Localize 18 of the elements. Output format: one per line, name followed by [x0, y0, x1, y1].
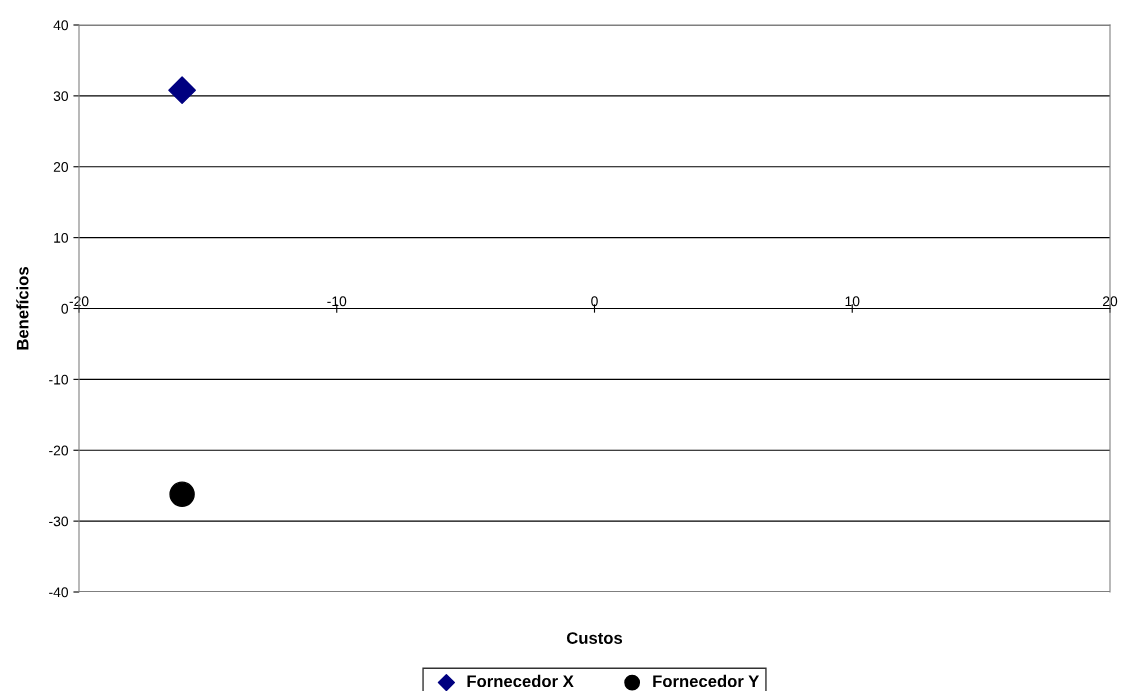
x-tick-label: -10 [327, 296, 347, 307]
y-tick-label: 40 [53, 20, 69, 31]
x-tick-label: 10 [845, 296, 860, 307]
y-tick-label: 20 [53, 162, 69, 172]
y-tick-label: -40 [49, 587, 69, 598]
y-tick-label: 0 [61, 303, 69, 314]
legend-label: Fornecedor X [467, 674, 574, 688]
y-tick-label: 10 [54, 232, 69, 243]
x-tick-label: 0 [591, 296, 598, 307]
x-tick-label: -20 [69, 296, 89, 307]
y-tick-label: -20 [49, 445, 69, 456]
x-axis-title: Custos [566, 632, 623, 644]
legend-label: Fornecedor Y [653, 674, 760, 688]
y-tick-label: -10 [49, 374, 69, 385]
y-tick-label: 30 [53, 91, 69, 102]
y-tick-label: -30 [49, 516, 69, 527]
x-tick-label: 20 [1102, 296, 1118, 307]
y-axis-title: Benefícios [16, 267, 29, 350]
